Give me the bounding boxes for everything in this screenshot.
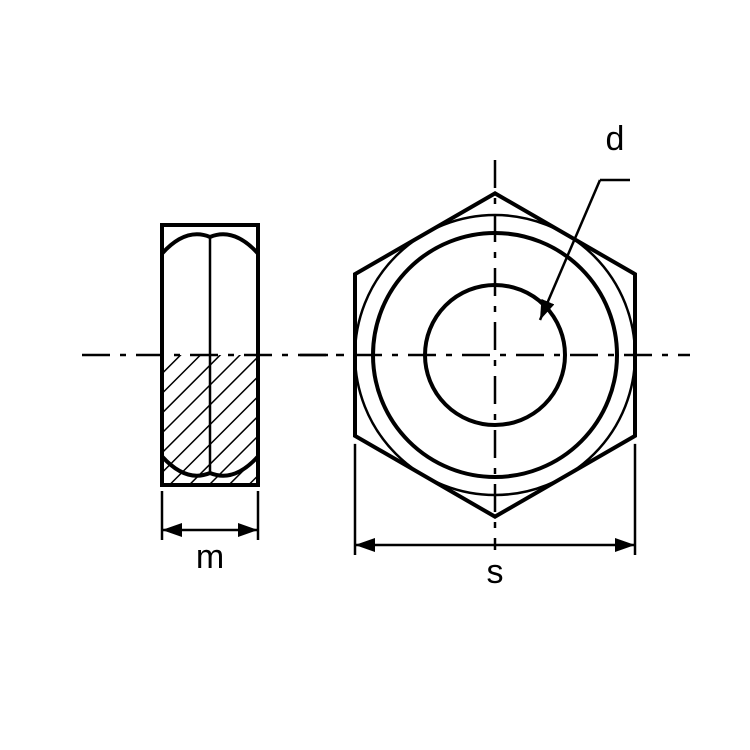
dimension-label-d: d	[606, 120, 625, 158]
top-view	[300, 160, 690, 555]
hex-nut-technical-drawing: m s d	[0, 0, 750, 750]
dimension-label-s: s	[487, 553, 504, 591]
dimension-label-m: m	[196, 538, 224, 576]
side-view	[82, 225, 338, 540]
